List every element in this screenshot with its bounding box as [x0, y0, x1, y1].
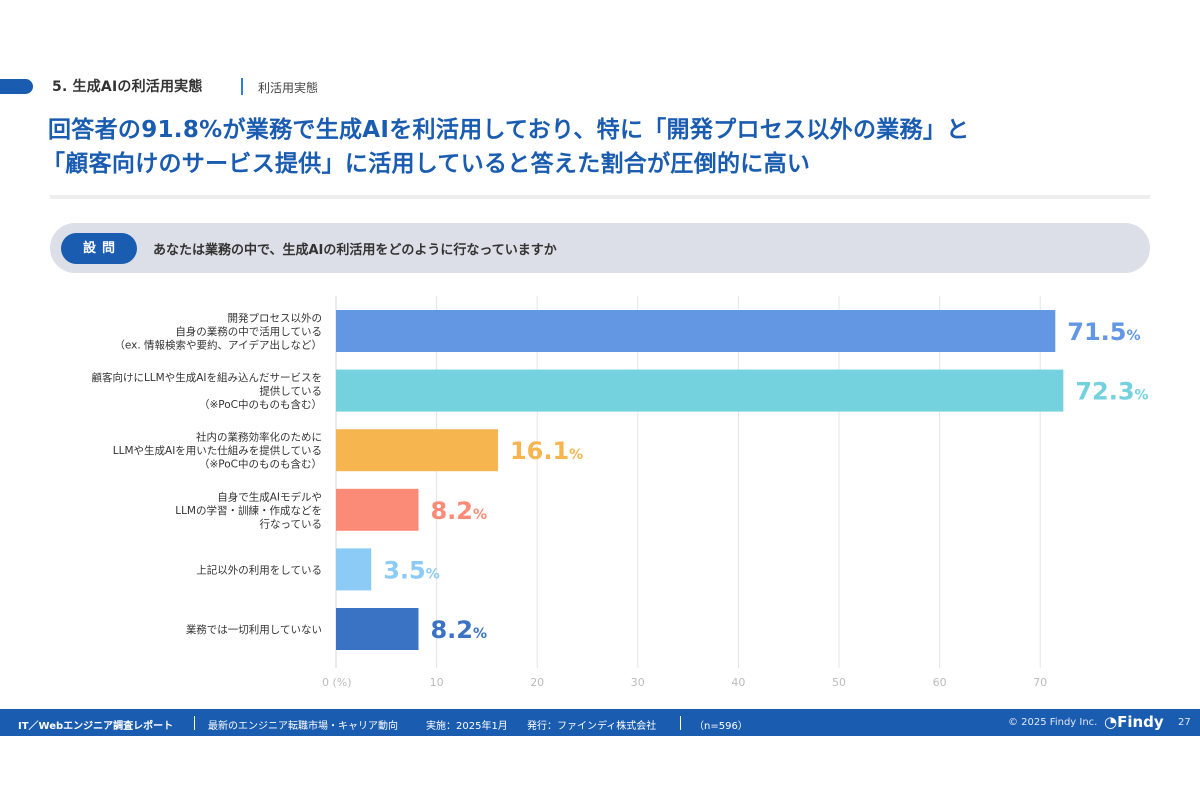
findy-logo: ◔Findy [1104, 713, 1164, 731]
category-label-line: 提供している [259, 385, 322, 398]
question-box: 設問 あなたは業務の中で、生成AIの利活用をどのように行なっていますか [50, 223, 1150, 273]
value-number: 8.2 [430, 616, 473, 644]
section-subtitle: 利活用実態 [258, 81, 319, 95]
category-label: 業務では一切利用していない [186, 623, 322, 636]
category-label-line: LLMや生成AIを用いた仕組みを提供している [113, 444, 322, 457]
x-tick-label: 70 [1033, 676, 1047, 689]
value-percent-sign: % [473, 507, 487, 523]
value-label: 72.3% [1075, 378, 1148, 406]
x-tick-label: 30 [631, 676, 645, 689]
value-number: 3.5 [383, 556, 426, 584]
category-label-line: 自身の業務の中で活用している [175, 325, 322, 338]
x-tick-label: 10 [430, 676, 444, 689]
footer-sample: （n=596） [694, 721, 748, 732]
category-label-line: 上記以外の利用をしている [196, 563, 322, 576]
question-text: あなたは業務の中で、生成AIの利活用をどのように行なっていますか [153, 243, 557, 258]
category-label-line: 行なっている [260, 517, 322, 530]
value-percent-sign: % [569, 447, 583, 463]
value-label: 16.1% [510, 437, 583, 465]
value-number: 8.2 [430, 497, 473, 525]
x-tick-label: 20 [530, 676, 544, 689]
x-tick-label: 0 (%) [322, 676, 352, 689]
category-label-line: （※PoC中のものも含む） [199, 458, 322, 471]
bar [336, 369, 1064, 412]
bar [336, 488, 419, 531]
bar [336, 310, 1056, 352]
category-label-line: 社内の業務効率化のために [196, 431, 322, 444]
section-accent-bar [0, 79, 33, 94]
value-percent-sign: % [473, 626, 487, 642]
category-label-line: （ex. 情報検索や要約、アイデア出しなど） [114, 339, 322, 352]
value-number: 71.5 [1067, 318, 1126, 346]
category-label-line: （※PoC中のものも含む） [199, 398, 322, 411]
category-label-line: 顧客向けにLLMや生成AIを組み込んだサービスを [91, 371, 322, 384]
headline-divider [50, 195, 1150, 199]
headline-line-2: 「顧客向けのサービス提供」に活用していると答えた割合が圧倒的に高い [42, 151, 811, 177]
headline: 回答者の91.8%が業務で生成AIを利活用しており、特に「開発プロセス以外の業務… [42, 113, 1168, 181]
section-title: 5. 生成AIの利活用実態 [52, 79, 203, 95]
x-tick-label: 40 [731, 676, 745, 689]
footer-report-title: IT／Webエンジニア調査レポート [18, 721, 174, 732]
category-label: 開発プロセス以外の自身の業務の中で活用している（ex. 情報検索や要約、アイデア… [114, 312, 322, 352]
bar [336, 608, 419, 650]
category-label-line: LLMの学習・訓練・作成などを [175, 504, 322, 517]
category-label: 社内の業務効率化のために LLMや生成AIを用いた仕組みを提供している（※PoC中… [113, 431, 322, 471]
footer-subtitle: 最新のエンジニア転職市場・キャリア動向 [208, 721, 398, 732]
question-badge: 設問 [61, 233, 137, 264]
category-label: 自身で生成AIモデルや LLMの学習・訓練・作成などを行なっている [175, 490, 322, 530]
x-tick-label: 50 [832, 676, 846, 689]
footer: IT／Webエンジニア調査レポート 最新のエンジニア転職市場・キャリア動向 実施… [0, 709, 1200, 736]
value-number: 72.3 [1075, 378, 1134, 406]
category-label: 顧客向けにLLMや生成AIを組み込んだサービスを提供している（※PoC中のものも… [91, 371, 322, 411]
findy-logo-icon: ◔ [1104, 713, 1118, 731]
section-divider [241, 78, 243, 95]
category-label-line: 業務では一切利用していない [186, 623, 322, 636]
footer-divider [680, 716, 681, 730]
value-percent-sign: % [1127, 328, 1141, 344]
category-label-line: 開発プロセス以外の [228, 312, 323, 325]
footer-date: 実施：2025年1月 [426, 721, 508, 732]
footer-divider [194, 716, 195, 730]
value-percent-sign: % [426, 566, 440, 582]
headline-line-1: 回答者の91.8%が業務で生成AIを利活用しており、特に「開発プロセス以外の業務… [48, 117, 970, 143]
page-number: 27 [1178, 717, 1191, 728]
bar [336, 429, 498, 472]
footer-publisher: 発行：ファインディ株式会社 [527, 721, 657, 732]
value-label: 3.5% [383, 556, 440, 584]
value-label: 8.2% [430, 616, 487, 644]
bar [336, 548, 372, 591]
footer-copyright: © 2025 Findy Inc. [1008, 717, 1098, 728]
value-number: 16.1 [510, 437, 569, 465]
x-tick-label: 60 [933, 676, 947, 689]
value-percent-sign: % [1135, 388, 1149, 404]
value-label: 71.5% [1067, 318, 1140, 346]
value-label: 8.2% [430, 497, 487, 525]
category-label-line: 自身で生成AIモデルや [217, 490, 322, 503]
findy-logo-text: Findy [1117, 713, 1164, 731]
category-label: 上記以外の利用をしている [196, 563, 322, 576]
